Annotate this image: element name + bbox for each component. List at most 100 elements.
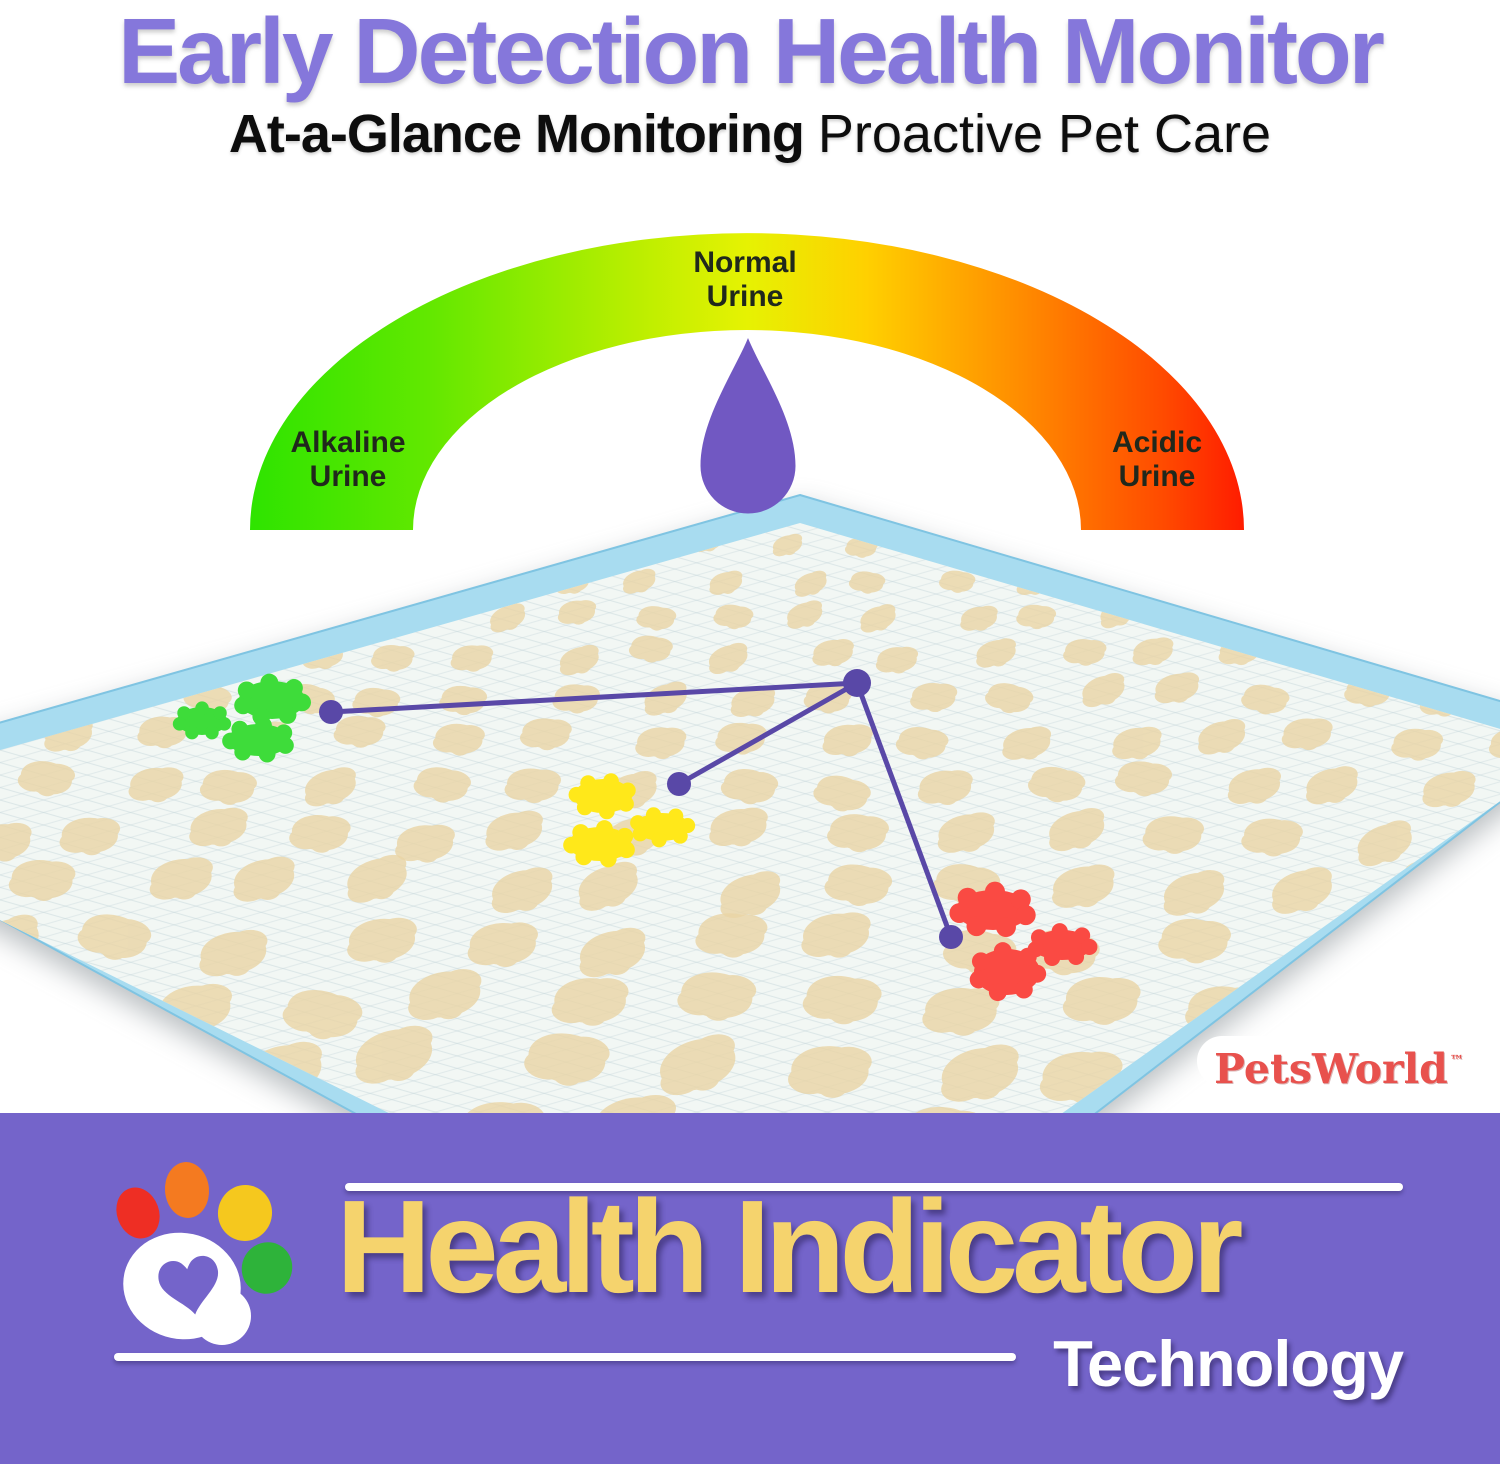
pad-spot <box>559 644 599 676</box>
pad-spot <box>1114 761 1173 797</box>
pad-spot <box>552 684 600 714</box>
pad-spot <box>23 985 102 1034</box>
pad-spot <box>1026 929 1100 976</box>
pad-spot <box>813 775 871 812</box>
pad-spot <box>579 927 646 978</box>
indicator-splotch-acidic-red <box>949 881 1098 1002</box>
pad-spot <box>1148 572 1185 595</box>
brand-trademark: ™ <box>1449 1053 1464 1069</box>
pad-spot <box>304 767 356 807</box>
pad-spot <box>1308 969 1388 1018</box>
pad-spot <box>1241 818 1303 857</box>
pad-spot <box>644 681 687 716</box>
pad-spot <box>282 989 363 1040</box>
pad-spot <box>439 685 488 716</box>
pad-spot <box>1154 672 1200 704</box>
pad-spot <box>137 716 189 749</box>
pad-spot <box>18 680 64 711</box>
pad-spot <box>788 1046 872 1098</box>
pad-spot <box>824 864 893 906</box>
pad-spot <box>720 769 779 805</box>
page-subtitle: At-a-Glance Monitoring Proactive Pet Care <box>0 102 1500 166</box>
pad-spot <box>0 914 39 969</box>
indicator-splotches <box>172 673 1098 1002</box>
pad-spot <box>1053 530 1087 551</box>
pad-spot <box>802 975 882 1025</box>
pad-spot <box>157 983 233 1034</box>
pad-spot <box>302 641 344 670</box>
pad-spot <box>1112 726 1162 760</box>
pad-spot <box>1415 921 1483 970</box>
pad-spot <box>1241 684 1290 715</box>
pad-spot <box>125 538 159 560</box>
pad-spot <box>1440 567 1477 590</box>
pad-spot <box>1016 604 1057 630</box>
pad-spot <box>1301 567 1334 594</box>
pad-spot <box>787 600 823 629</box>
pad-spot <box>822 724 873 757</box>
pad-spot <box>1266 539 1299 560</box>
banner-title: Health Indicator <box>336 1173 1243 1320</box>
pad-spot <box>1132 637 1174 666</box>
pad-spot <box>626 534 659 555</box>
pad-spot <box>0 822 32 862</box>
pad-spot <box>695 913 768 958</box>
page-title: Early Detection Health Monitor <box>118 0 1385 103</box>
pad-spot <box>709 570 743 595</box>
pad-spot <box>1281 605 1319 631</box>
pad-spot <box>1272 867 1332 914</box>
pad-spot <box>551 978 629 1026</box>
pad-spot <box>985 683 1034 714</box>
pad-spot <box>34 561 68 587</box>
pad-spot <box>715 722 767 755</box>
pad-spot <box>557 600 597 625</box>
pad-spot <box>289 815 351 853</box>
brand-badge: PetsWorld ™ <box>1197 1036 1481 1093</box>
pad-spot <box>1039 1051 1123 1104</box>
pad-spot <box>827 814 889 853</box>
pad-spot <box>561 534 595 555</box>
pad-spot <box>1027 766 1086 803</box>
pad-spot <box>244 1041 322 1100</box>
pad-spot <box>490 603 526 633</box>
pad-spot <box>578 861 638 911</box>
gauge-label-alkaline-line1: Alkaline <box>290 426 405 459</box>
pad-spot <box>239 721 290 755</box>
pad-spot <box>183 683 232 714</box>
pad-spot <box>922 987 1000 1036</box>
pad-spot <box>59 817 121 856</box>
pad-spot <box>803 684 852 714</box>
pad-spot <box>1131 539 1165 561</box>
pad-spot <box>1198 719 1246 755</box>
pad-spot <box>487 534 520 555</box>
callout-line <box>854 680 954 940</box>
pad-spot <box>199 769 257 805</box>
pad-spot <box>397 603 438 629</box>
pad-spot <box>239 600 275 629</box>
pad-spot <box>713 604 754 630</box>
pad-spot <box>467 922 538 967</box>
pad-spot <box>1142 816 1205 854</box>
pad-spot <box>941 1044 1019 1102</box>
callout-endpoint-dot <box>319 700 343 724</box>
pad-spot <box>976 638 1016 668</box>
pad-spot <box>1062 977 1141 1025</box>
gauge-label-acidic-line2: Urine <box>1119 460 1196 493</box>
pad-spot <box>636 606 677 631</box>
urine-droplet-icon <box>700 338 796 514</box>
paw-toe-1 <box>164 1162 210 1218</box>
pad-spot <box>555 570 590 594</box>
pad-spot <box>709 807 768 847</box>
pad-spot <box>875 646 919 674</box>
pad-spot <box>1382 564 1415 590</box>
pad-spot <box>1185 986 1263 1035</box>
gauge-label-acidic-line1: Acidic <box>1112 426 1202 459</box>
brand-name: PetsWorld <box>1214 1045 1448 1093</box>
pad-spot <box>0 1045 35 1100</box>
pad-spot <box>1463 531 1493 556</box>
pad-spot <box>189 807 248 847</box>
pad-spot <box>628 635 673 663</box>
pad-spot <box>1308 634 1353 662</box>
pad-spot <box>145 608 186 633</box>
pad-spot <box>408 969 482 1021</box>
